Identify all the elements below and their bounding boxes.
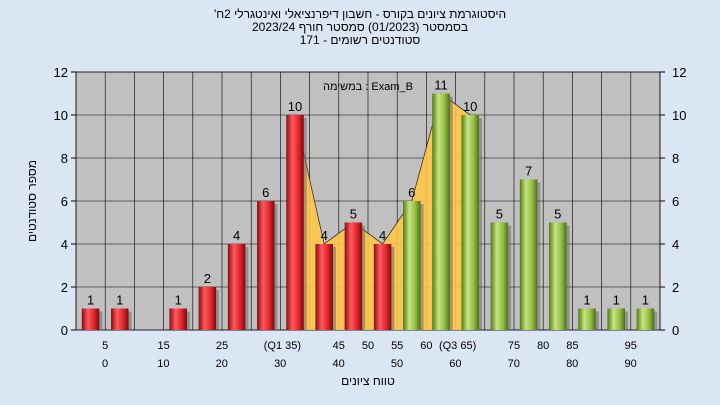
annotation-label: במשימה : Exam_B	[323, 81, 413, 93]
bar	[344, 222, 363, 330]
data-label: 1	[175, 293, 182, 308]
x-tick-label: 90	[624, 358, 636, 370]
bar	[519, 179, 538, 330]
bar	[403, 201, 421, 330]
bar	[549, 222, 567, 330]
bar	[81, 308, 100, 330]
x-tick-label: 80	[566, 358, 578, 370]
x-tick-label: (Q1 35)	[264, 340, 301, 352]
bar	[432, 93, 450, 330]
title-line-1: 'היסטוגרמת ציונים בקורס - חשבון דיפרנציא…	[213, 7, 507, 21]
y-tick-label: 0	[61, 323, 68, 338]
y-axis-label: מספר סטודנטים	[25, 160, 39, 242]
x-tick-label: 70	[508, 358, 520, 370]
data-label: 1	[87, 293, 94, 308]
data-label: 10	[288, 99, 302, 114]
y-tick-label: 6	[61, 194, 68, 209]
x-tick-label: 60	[449, 358, 461, 370]
y-tick-label: 4	[672, 237, 679, 252]
bar	[490, 222, 509, 330]
y-tick-label: 10	[54, 108, 68, 123]
x-tick-label: 85	[566, 340, 578, 352]
interquartile-area	[295, 93, 471, 330]
data-label: 5	[496, 207, 503, 222]
x-tick-label: 15	[157, 340, 169, 352]
x-tick-label: 80	[537, 340, 549, 352]
bar	[578, 308, 596, 330]
data-label: 1	[583, 293, 590, 308]
bar	[461, 115, 479, 330]
data-label: 1	[116, 293, 123, 308]
x-tick-label: 50	[391, 358, 403, 370]
x-tick-label: 40	[332, 358, 344, 370]
x-tick-label: 0	[102, 358, 108, 370]
data-label: 1	[642, 293, 649, 308]
bar	[607, 308, 625, 330]
x-tick-label: 30	[274, 358, 286, 370]
bar	[227, 244, 246, 330]
bar	[169, 308, 187, 330]
y-axis-left: 0 2 4 6 8 10 12	[54, 65, 76, 338]
bar	[198, 287, 217, 330]
y-axis-right: 0 2 4 6 8 10 12	[660, 65, 686, 338]
y-tick-label: 2	[61, 280, 68, 295]
x-tick-label: 10	[157, 358, 169, 370]
x-axis-label: טווח ציונים	[341, 374, 395, 388]
y-tick-label: 10	[672, 108, 686, 123]
data-label: 5	[350, 207, 357, 222]
data-label: 7	[525, 164, 532, 179]
bar	[111, 308, 129, 330]
y-tick-label: 8	[61, 151, 68, 166]
data-label: 5	[554, 207, 561, 222]
x-tick-label: 60	[420, 340, 432, 352]
data-label: 1	[613, 293, 620, 308]
data-label: 11	[434, 78, 448, 93]
y-tick-label: 8	[672, 151, 679, 166]
x-tick-label: 25	[216, 340, 228, 352]
x-tick-label: (Q3 65)	[439, 340, 476, 352]
title-line-3: סטודנטים רשומים - 171	[299, 33, 421, 47]
y-tick-label: 6	[672, 194, 679, 209]
data-label: 4	[379, 228, 386, 243]
data-label: 4	[233, 228, 240, 243]
y-tick-label: 4	[61, 237, 68, 252]
x-tick-label: 55	[391, 340, 403, 352]
x-tick-label: 45	[333, 340, 345, 352]
y-tick-label: 12	[672, 65, 686, 80]
x-tick-label: 50	[362, 340, 374, 352]
y-tick-label: 0	[672, 323, 679, 338]
x-tick-label: 20	[216, 358, 228, 370]
x-axis: 5 15 25 (Q1 35) 45 50 55 60 (Q3 65) 75 80 85 95 0 10 20…	[102, 340, 637, 370]
bar	[373, 244, 392, 330]
bar	[636, 308, 655, 330]
x-tick-label: 5	[102, 340, 108, 352]
chart-title: 'היסטוגרמת ציונים בקורס - חשבון דיפרנציא…	[0, 8, 720, 47]
data-label: 4	[321, 228, 328, 243]
data-label: 2	[204, 271, 211, 286]
y-tick-label: 2	[672, 280, 679, 295]
y-tick-label: 12	[54, 65, 68, 80]
x-tick-label: 75	[508, 340, 520, 352]
bar	[257, 201, 275, 330]
x-tick-label: 95	[625, 340, 637, 352]
data-label: 10	[463, 99, 477, 114]
bar	[286, 115, 304, 330]
bars	[81, 93, 658, 330]
data-label: 6	[408, 185, 415, 200]
title-line-2: בסמסטר (01/2023) סמסטר חורף 2023/24	[251, 20, 469, 34]
data-label: 6	[262, 185, 269, 200]
bar	[315, 244, 333, 330]
